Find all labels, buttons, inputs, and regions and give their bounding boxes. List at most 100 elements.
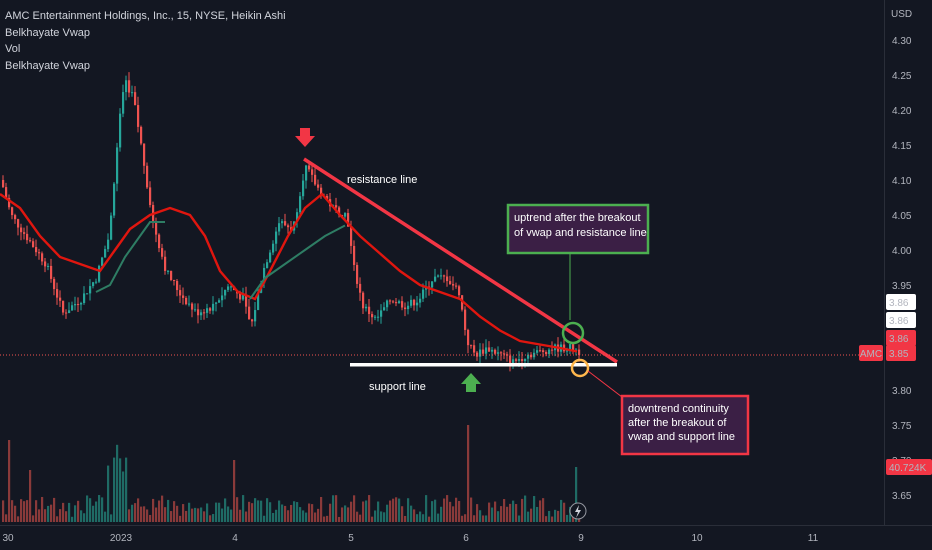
volume-bar xyxy=(446,495,449,522)
candle-body xyxy=(140,126,143,144)
time-axis-label: 4 xyxy=(232,533,238,544)
volume-bar xyxy=(68,502,71,522)
candle-body xyxy=(320,187,323,196)
price-axis-tag-text: 40.724K xyxy=(889,463,927,474)
price-axis-tag-text: 3.86 xyxy=(889,298,909,309)
candle-body xyxy=(119,113,122,148)
downtrend-annotation-box xyxy=(620,394,750,456)
volume-bar xyxy=(230,509,233,522)
downtrend-connector xyxy=(587,370,623,398)
volume-bar xyxy=(365,500,368,522)
candle-body xyxy=(545,351,548,355)
price-axis-tag xyxy=(886,312,916,328)
time-axis-label: 10 xyxy=(691,533,703,544)
candle-body xyxy=(455,285,458,287)
price-axis-tick: 4.25 xyxy=(892,71,912,82)
volume-bar xyxy=(152,498,155,522)
candle-body xyxy=(59,297,62,301)
legend-title: AMC Entertainment Holdings, Inc., 15, NY… xyxy=(5,10,286,22)
candle-body xyxy=(383,307,386,311)
time-axis-label: 11 xyxy=(808,533,819,544)
volume-bar xyxy=(233,460,236,522)
volume-bar xyxy=(347,507,350,522)
volume-bar xyxy=(473,515,476,522)
vwap-line-green xyxy=(249,224,346,300)
candle-body xyxy=(266,262,269,268)
candle-body xyxy=(221,295,224,301)
candle-body xyxy=(65,312,68,314)
candle-body xyxy=(248,306,251,320)
price-axis-tag-text: 3.86 xyxy=(889,334,909,345)
volume-bar xyxy=(209,515,212,522)
candle-body xyxy=(242,295,245,300)
volume-bar xyxy=(452,506,455,522)
legend-indicator-vwap-1[interactable]: Belkhayate Vwap xyxy=(5,26,90,39)
candle-body xyxy=(314,174,317,185)
candle-body xyxy=(188,303,191,305)
candle-body xyxy=(362,292,365,309)
candle-body xyxy=(536,350,539,353)
candle-body xyxy=(71,305,74,311)
volume-bar xyxy=(302,510,305,522)
candle-body xyxy=(488,347,491,352)
candle-body xyxy=(155,221,158,235)
volume-bar xyxy=(26,500,29,522)
volume-bar xyxy=(32,515,35,522)
volume-bar xyxy=(509,503,512,522)
candle-body xyxy=(125,80,128,93)
candle-body xyxy=(464,309,467,330)
legend-indicator-vol[interactable]: Vol xyxy=(5,43,21,55)
volume-bar xyxy=(254,498,257,522)
volume-bar xyxy=(359,514,362,522)
legend-indicator-vwap-2[interactable]: Belkhayate Vwap xyxy=(5,59,90,72)
candle-body xyxy=(467,329,470,346)
candle-body xyxy=(347,213,350,227)
candle-body xyxy=(521,359,524,362)
candle-body xyxy=(458,286,461,296)
volume-bar xyxy=(236,497,239,522)
price-axis-tick: 4.20 xyxy=(892,106,912,117)
volume-bar xyxy=(5,514,8,522)
candle-body xyxy=(131,92,134,94)
volume-bar xyxy=(137,498,140,522)
vwap-line-red xyxy=(0,192,578,353)
candle-body xyxy=(53,278,56,290)
candle-body xyxy=(32,241,35,248)
volume-bar xyxy=(425,495,428,522)
volume-bar xyxy=(35,500,38,522)
volume-bar xyxy=(104,511,107,522)
volume-bar xyxy=(386,504,389,522)
candle-body xyxy=(38,252,41,254)
volume-bar xyxy=(419,511,422,522)
volume-bar xyxy=(389,500,392,522)
volume-bar xyxy=(143,506,146,522)
candle-body xyxy=(212,303,215,311)
candle-body xyxy=(20,227,23,233)
candle-body xyxy=(14,215,17,220)
volume-bar xyxy=(161,495,164,522)
candle-body xyxy=(218,300,221,303)
volume-bar xyxy=(227,506,230,522)
candle-body xyxy=(326,196,329,200)
volume-bar xyxy=(335,495,338,522)
volume-bar xyxy=(410,505,413,522)
volume-bar xyxy=(407,498,410,522)
candle-body xyxy=(284,221,287,226)
volume-bar xyxy=(239,509,242,522)
candle-body xyxy=(80,302,83,305)
volume-bar xyxy=(155,507,158,522)
candle-body xyxy=(113,183,116,216)
candle-body xyxy=(359,283,362,293)
volume-bar xyxy=(479,510,482,522)
volume-bar xyxy=(485,515,488,522)
volume-bar xyxy=(437,513,440,522)
volume-bar xyxy=(248,501,251,522)
candle-body xyxy=(41,253,44,262)
candle-body xyxy=(377,316,380,318)
candle-body xyxy=(305,165,308,181)
volume-bar xyxy=(338,516,341,522)
volume-bar xyxy=(2,500,5,522)
volume-bar xyxy=(434,499,437,522)
